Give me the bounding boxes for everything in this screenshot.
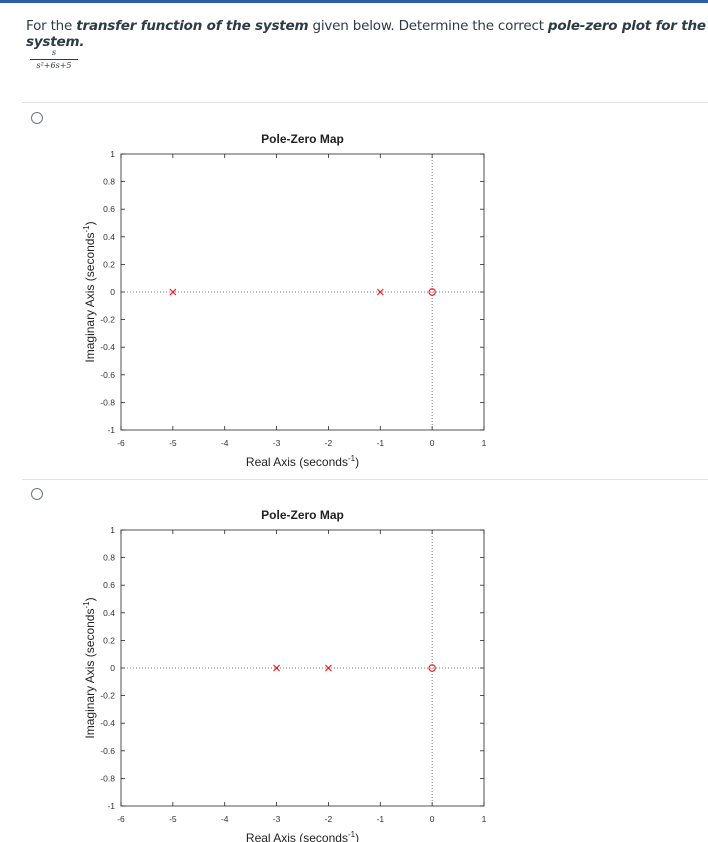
option-1-pole-zero-map: Pole-Zero Map -6 -5 -4 -3 -2 -1 0 1 1 0.8 0.6 0.4 0.2… [82,132,487,469]
opt1-x-axis-label: Real Axis (seconds-1) [246,454,359,469]
opt2-y-tick-label: -1 [107,801,115,811]
opt2-pole-stroke-b [325,664,332,672]
opt2-y-tick-label: 0.6 [103,580,115,590]
opt2-y-tick-label: 0.8 [103,553,115,563]
opt1-x-tick-label: -3 [273,438,281,448]
opt1-y-tick-label: -0.2 [100,315,115,325]
opt2-y-tick-label: -0.2 [100,691,115,701]
opt2-x-tick-label: -6 [117,814,125,824]
opt2-x-tick-label: -4 [221,814,229,824]
opt1-x-tick-label: -4 [221,438,229,448]
opt2-y-tick-label: -0.8 [100,773,115,783]
opt2-chart-title: Pole-Zero Map [261,508,344,522]
opt1-pole-stroke-b [169,288,177,296]
opt1-x-tick-label: -6 [117,438,125,448]
opt1-chart-title: Pole-Zero Map [261,132,344,146]
opt2-y-tick-label: 1 [110,525,115,535]
opt1-y-tick-label: 0.4 [103,232,115,242]
question-middle: given below. Determine the correct [308,18,548,34]
opt2-y-axis-label: Imaginary Axis (seconds-1) [82,597,97,738]
opt2-y-axis-label-sup: -1 [82,601,91,609]
opt1-pole-marker-2 [376,288,384,296]
divider-top [22,102,708,103]
question-prefix: For the [26,18,77,34]
opt1-y-tick-label: 0.6 [103,204,115,214]
opt1-x-tick-label: 0 [430,438,435,448]
opt1-x-tick-label: -5 [169,438,177,448]
opt2-y-tick-label: 0.2 [103,635,115,645]
opt1-x-axis-label-sup: -1 [348,454,356,463]
opt2-x-tick-label: -3 [273,814,281,824]
opt1-y-tick-label: 0.2 [103,259,115,269]
opt1-x-tick-label: -2 [325,438,333,448]
opt2-x-tick-label: -2 [325,814,333,824]
tf-fraction-bar [30,59,78,60]
opt1-pole-marker-1 [169,288,177,296]
opt2-x-tick-label: -5 [169,814,177,824]
divider-middle [22,479,708,480]
opt2-x-tick-label: 1 [482,814,487,824]
tf-numerator: s [51,48,57,57]
opt1-y-axis-label: Imaginary Axis (seconds-1) [82,221,97,362]
opt2-x-tick-label: -1 [377,814,385,824]
opt2-y-tick-label: 0 [110,663,115,673]
option-2-radio[interactable] [31,488,43,500]
opt1-x-tick-label: 1 [482,438,487,448]
opt2-x-axis-label-sup: -1 [348,830,356,839]
opt2-y-tick-label: -0.6 [100,746,115,756]
opt1-zero-marker-1 [428,288,436,296]
option-1-radio[interactable] [31,112,43,124]
opt2-x-axis-label-close: ) [355,831,359,842]
opt2-x-axis-label: Real Axis (seconds-1) [246,830,359,842]
opt2-y-tick-label: -0.4 [100,718,115,728]
opt1-y-axis-label-close: ) [83,221,97,225]
opt1-pole-stroke-b [376,288,384,296]
opt1-y-tick-label: 1 [110,149,115,159]
opt1-x-tick-label: -1 [377,438,385,448]
question-bold-pole-zero: pole-zero plot for the system. [26,18,706,50]
opt1-y-tick-label: -0.4 [100,342,115,352]
opt1-x-axis-label-close: ) [355,455,359,469]
question-bold-transfer-function: transfer function of the system [76,18,309,34]
opt2-pole-marker-2 [325,664,332,672]
transfer-function: s s²+6s+5 [30,48,78,71]
opt1-y-axis-label-sup: -1 [82,225,91,233]
opt1-y-tick-label: -0.8 [100,397,115,407]
opt1-y-tick-label: -1 [107,425,115,435]
opt2-zero-marker-1 [428,664,436,672]
opt1-y-tick-label: 0 [110,287,115,297]
top-accent-bar [0,0,708,3]
opt2-x-tick-label: 0 [430,814,435,824]
opt2-y-tick-label: 0.4 [103,608,115,618]
opt1-y-tick-label: 0.8 [103,177,115,187]
opt2-pole-marker-1 [273,664,280,672]
opt2-y-axis-label-close: ) [83,597,97,601]
question-text: For the transfer function of the system … [26,18,708,50]
option-2-pole-zero-map: Pole-Zero Map -6 -5 -4 -3 -2 -1 0 1 1 0.8 0.6 0.4 0.2… [82,508,487,842]
opt1-y-tick-label: -0.6 [100,370,115,380]
opt2-pole-stroke-b [273,664,280,672]
tf-denominator: s²+6s+5 [36,61,72,70]
